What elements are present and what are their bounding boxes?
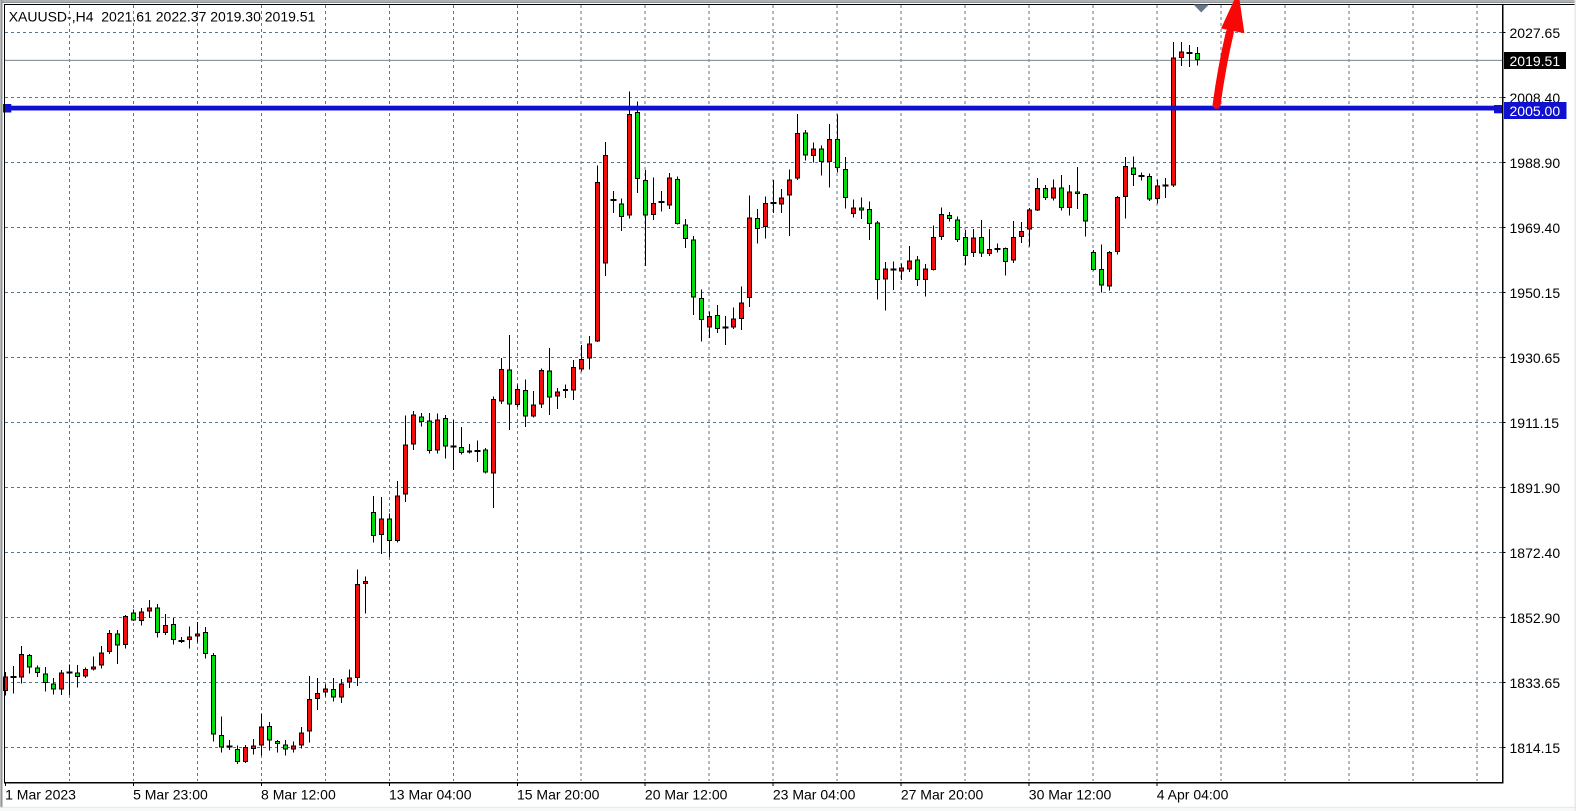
svg-text:30 Mar 12:00: 30 Mar 12:00 [1029, 787, 1112, 803]
svg-text:5 Mar 23:00: 5 Mar 23:00 [133, 787, 208, 803]
svg-text:1814.15: 1814.15 [1510, 740, 1561, 756]
svg-text:23 Mar 04:00: 23 Mar 04:00 [773, 787, 856, 803]
svg-text:20 Mar 12:00: 20 Mar 12:00 [645, 787, 728, 803]
svg-text:1950.15: 1950.15 [1510, 285, 1561, 301]
svg-text:2027.65: 2027.65 [1510, 25, 1561, 41]
svg-text:1911.15: 1911.15 [1510, 415, 1560, 431]
svg-text:1891.90: 1891.90 [1510, 480, 1561, 496]
svg-text:XAUUSD-,H4 2021.61 2022.37 20: XAUUSD-,H4 2021.61 2022.37 2019.30 2019.… [9, 8, 316, 24]
svg-text:2005.00: 2005.00 [1510, 103, 1561, 119]
svg-text:1872.40: 1872.40 [1510, 545, 1561, 561]
svg-text:1833.65: 1833.65 [1510, 675, 1561, 691]
svg-text:1 Mar 2023: 1 Mar 2023 [5, 787, 76, 803]
svg-text:1930.65: 1930.65 [1510, 350, 1561, 366]
svg-text:27 Mar 20:00: 27 Mar 20:00 [901, 787, 984, 803]
svg-text:1969.40: 1969.40 [1510, 220, 1561, 236]
svg-text:1852.90: 1852.90 [1510, 610, 1561, 626]
svg-text:13 Mar 04:00: 13 Mar 04:00 [389, 787, 472, 803]
svg-text:8 Mar 12:00: 8 Mar 12:00 [261, 787, 336, 803]
svg-text:15 Mar 20:00: 15 Mar 20:00 [517, 787, 600, 803]
svg-text:4 Apr 04:00: 4 Apr 04:00 [1157, 787, 1229, 803]
svg-text:1988.90: 1988.90 [1510, 155, 1561, 171]
svg-text:2019.51: 2019.51 [1510, 53, 1561, 69]
